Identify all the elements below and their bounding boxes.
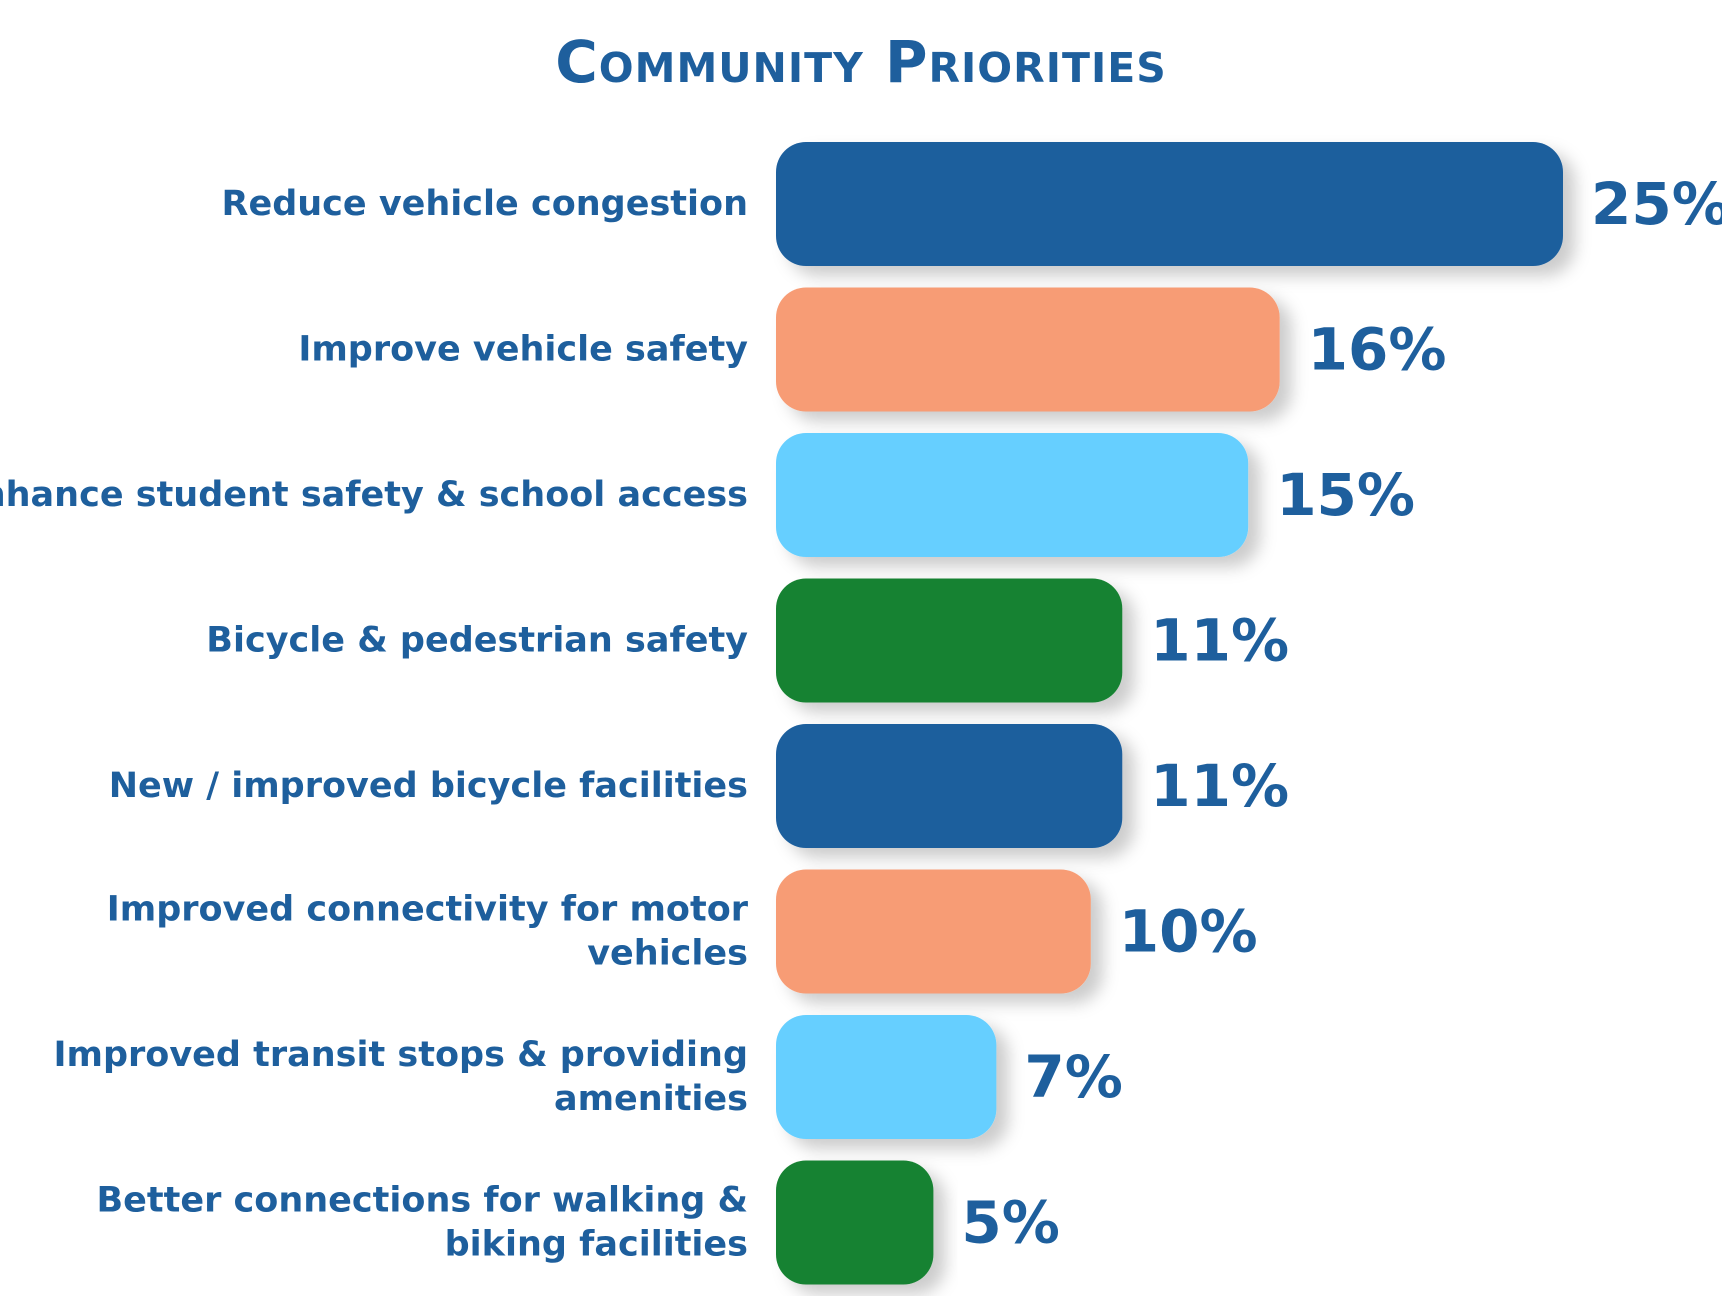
category-label-4: Bicycle & pedestrian safety [206,621,748,661]
value-label-1: 25% [1591,170,1722,238]
bar-3 [776,433,1249,557]
value-label-7: 7% [1024,1043,1122,1111]
category-label-3: Enhance student safety & school access [0,475,748,515]
value-label-8: 5% [961,1189,1059,1257]
bar-8 [776,1160,934,1285]
chart-title: Community Priorities [555,28,1167,96]
category-label-8: Better connections for walking & biking f… [97,1181,749,1265]
value-label-3: 15% [1276,461,1415,529]
bar-4 [776,578,1123,703]
category-label-5: New / improved bicycle facilities [109,766,748,806]
value-label-4: 11% [1150,607,1289,675]
bar-1 [776,142,1563,266]
category-label-7: Improved transit stops & providing amenit… [54,1035,749,1119]
bar-7 [776,1015,997,1139]
category-labels: Reduce vehicle congestion Improve vehicle… [0,184,749,1265]
bar-6 [776,869,1091,994]
value-labels: 25% 16% 15% 11% 11% 10% 7% 5% [961,170,1722,1257]
category-label-2: Improve vehicle safety [298,330,748,370]
category-label-1: Reduce vehicle congestion [222,184,749,224]
bars-layer [776,142,1563,1285]
bar-2 [776,287,1280,412]
value-label-6: 10% [1119,898,1258,966]
category-label-6: Improved connectivity for motor vehicles [107,890,749,974]
bar-5 [776,724,1123,848]
value-label-5: 11% [1150,752,1289,820]
value-label-2: 16% [1308,316,1447,384]
